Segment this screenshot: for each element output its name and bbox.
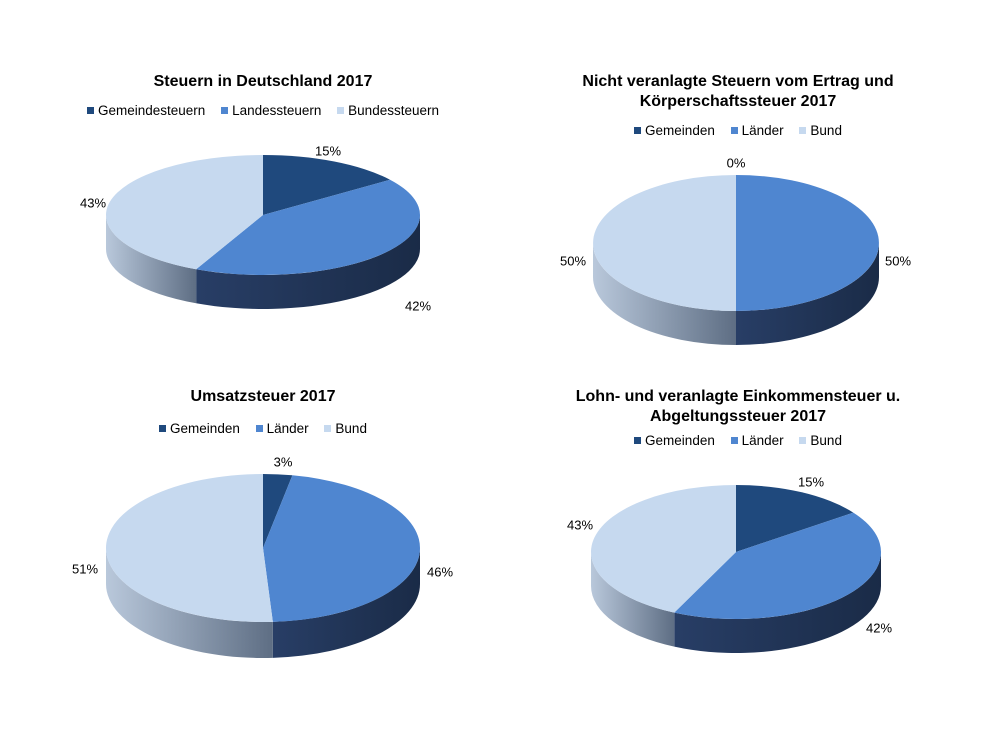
- chart-steuern-deutschland: Steuern in Deutschland 2017 Gemeindesteu…: [13, 0, 513, 375]
- chart-legend: Gemeindesteuern Landessteuern Bundessteu…: [13, 103, 513, 118]
- chart-title: Umsatzsteuer 2017: [190, 388, 336, 405]
- pie-slice-1: [736, 175, 879, 311]
- legend-swatch-icon: [730, 437, 738, 444]
- pie-slice-2: [105, 474, 273, 622]
- pie-side-2: [106, 215, 197, 304]
- legend-item-2: Bund: [799, 433, 842, 448]
- legend-item-1: Länder: [255, 421, 309, 436]
- legend-label: Länder: [741, 433, 784, 448]
- legend-item-2: Bund: [324, 421, 367, 436]
- pie-slice-0: [263, 474, 293, 548]
- pie-chart: 0% 50% 50%: [560, 155, 911, 345]
- pie-side-1: [674, 552, 881, 653]
- legend-label: Bund: [810, 433, 842, 448]
- legend-swatch-icon: [86, 107, 94, 114]
- legend-swatch-icon: [324, 425, 332, 432]
- legend-label: Gemeindesteuern: [97, 103, 206, 118]
- pie-slice-0: [736, 485, 854, 552]
- legend-item-0: Gemeinden: [634, 433, 715, 448]
- legend-item-2: Bundessteuern: [337, 103, 439, 118]
- data-label-1: 46%: [427, 564, 453, 579]
- pie-slice-1: [196, 179, 421, 275]
- data-label-0: 0%: [727, 155, 746, 170]
- legend-swatch-icon: [337, 107, 345, 114]
- legend-swatch-icon: [799, 437, 807, 444]
- legend-swatch-icon: [255, 425, 263, 432]
- pie-slice-1: [674, 512, 881, 619]
- chart-legend: Gemeinden Länder Bund: [488, 123, 988, 138]
- legend-item-2: Bund: [799, 123, 842, 138]
- legend-label: Gemeinden: [645, 433, 715, 448]
- data-label-0: 15%: [798, 474, 824, 489]
- legend-label: Länder: [741, 123, 784, 138]
- legend-label: Bund: [335, 421, 367, 436]
- pie-slice-2: [106, 155, 264, 270]
- legend-item-1: Landessteuern: [221, 103, 321, 118]
- data-label-0: 15%: [315, 143, 341, 158]
- pie-chart: 15% 42% 43%: [80, 143, 431, 313]
- legend-item-0: Gemeinden: [159, 421, 240, 436]
- chart-legend: Gemeinden Länder Bund: [13, 421, 513, 436]
- pie-side-1: [736, 243, 879, 345]
- chart-lohn-einkommensteuer: Lohn- und veranlagte Einkommensteuer u. …: [488, 375, 988, 750]
- legend-label: Landessteuern: [232, 103, 322, 118]
- data-label-1: 42%: [405, 298, 431, 313]
- data-label-2: 50%: [560, 253, 586, 268]
- data-label-0: 3%: [274, 454, 293, 469]
- legend-item-0: Gemeinden: [634, 123, 715, 138]
- data-label-2: 51%: [72, 561, 98, 576]
- chart-legend: Gemeinden Länder Bund: [488, 433, 988, 448]
- chart-title: Steuern in Deutschland 2017: [153, 73, 373, 90]
- chart-nicht-veranlagte-steuern: Nicht veranlagte Steuern vom Ertrag und …: [488, 0, 988, 375]
- pie-side-1: [272, 548, 420, 658]
- legend-swatch-icon: [634, 437, 642, 444]
- legend-label: Gemeinden: [170, 421, 240, 436]
- pie-chart: 3% 46% 51%: [72, 454, 453, 658]
- legend-swatch-icon: [634, 127, 642, 134]
- pie-slice-2: [591, 485, 736, 613]
- chart-title: Lohn- und veranlagte Einkommensteuer u. …: [575, 388, 901, 425]
- pie-chart: 15% 42% 43%: [567, 474, 892, 653]
- legend-label: Bundessteuern: [348, 103, 439, 118]
- pie-side-2: [106, 548, 273, 658]
- legend-item-0: Gemeindesteuern: [86, 103, 206, 118]
- legend-label: Länder: [266, 421, 309, 436]
- pie-slice-0: [263, 155, 391, 215]
- chart-title: Nicht veranlagte Steuern vom Ertrag und …: [582, 73, 894, 110]
- pie-slice-2: [593, 175, 736, 311]
- pie-side-1: [196, 215, 420, 309]
- data-label-2: 43%: [567, 517, 593, 532]
- legend-swatch-icon: [159, 425, 167, 432]
- legend-label: Gemeinden: [645, 123, 715, 138]
- legend-swatch-icon: [221, 107, 229, 114]
- legend-item-1: Länder: [730, 123, 784, 138]
- pie-slice-1: [263, 475, 420, 622]
- data-label-1: 50%: [885, 253, 911, 268]
- pie-side-2: [591, 552, 675, 647]
- chart-umsatzsteuer: Umsatzsteuer 2017 Gemeinden Länder Bund …: [13, 375, 513, 750]
- data-label-1: 42%: [866, 620, 892, 635]
- legend-swatch-icon: [799, 127, 807, 134]
- legend-swatch-icon: [730, 127, 738, 134]
- legend-item-1: Länder: [730, 433, 784, 448]
- data-label-2: 43%: [80, 195, 106, 210]
- legend-label: Bund: [810, 123, 842, 138]
- pie-side-2: [593, 243, 736, 345]
